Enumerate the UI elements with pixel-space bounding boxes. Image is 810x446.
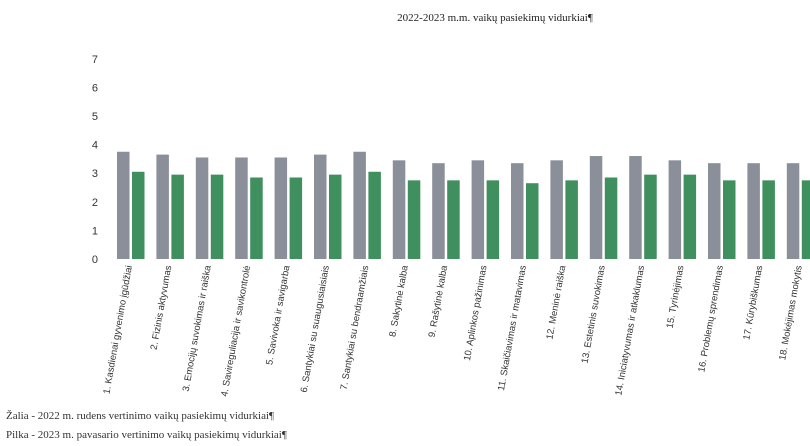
bar-gray xyxy=(156,154,169,259)
bar-green xyxy=(132,171,145,259)
x-category-label: 10. Aplinkos pažinimas xyxy=(462,264,490,361)
x-category-label: 16. Problemų sprendimas xyxy=(696,264,726,373)
bar-gray xyxy=(117,151,130,259)
bar-green xyxy=(329,174,342,259)
bar-gray xyxy=(668,160,682,259)
bar-green xyxy=(683,174,697,259)
bar-green xyxy=(447,180,460,259)
legend-note-gray: Pilka - 2023 m. pavasario vertinimo vaik… xyxy=(6,429,287,441)
bars xyxy=(117,151,810,259)
bar-gray xyxy=(786,163,800,259)
bar-green xyxy=(250,177,263,259)
bar-gray xyxy=(589,156,603,259)
y-tick-label: 0 xyxy=(92,254,98,266)
bar-gray xyxy=(629,156,642,259)
bar-gray xyxy=(353,151,366,259)
bar-green xyxy=(604,177,618,259)
x-category-label: 9. Rašytinė kalba xyxy=(427,264,451,338)
x-category-label: 4. Savireguliacija ir savikontrolė xyxy=(219,265,253,398)
bar-green xyxy=(723,180,736,259)
bar-green xyxy=(171,174,184,259)
bar-gray xyxy=(392,160,406,259)
bar-green xyxy=(486,180,500,259)
bar-green xyxy=(210,174,224,259)
x-category-label: 6. Santykiai su suaugusiaisiais xyxy=(299,264,332,393)
bar-gray xyxy=(274,157,288,259)
x-category-label: 18. Mokėjimas mokytis xyxy=(777,264,805,361)
bar-gray xyxy=(195,157,209,259)
y-tick-label: 5 xyxy=(92,111,98,123)
x-category-label: 15. Tyrinėjimas xyxy=(665,264,687,329)
x-category-label: 13. Estetinis suvokimas xyxy=(580,264,608,364)
chart-title: 2022-2023 m.m. vaikų pasiekimų vidurkiai… xyxy=(397,12,593,24)
x-category-label: 8. Sakytinė kalba xyxy=(387,264,411,338)
bar-green xyxy=(407,180,421,259)
legend-note-green: Žalia - 2022 m. rudens vertinimo vaikų p… xyxy=(6,410,275,422)
y-axis: 0 1 2 3 4 5 6 7 xyxy=(92,54,98,266)
x-category-label: 3. Emocijų suvokimas ir raiška xyxy=(181,264,214,392)
bar-green xyxy=(801,180,810,259)
y-tick-label: 1 xyxy=(92,225,98,237)
bar-gray xyxy=(708,163,721,259)
x-category-label: 11. Skaičiavimas ir matavimas xyxy=(496,264,529,391)
bar-gray xyxy=(432,163,445,259)
bar-gray xyxy=(314,154,327,259)
x-axis-labels: 1. Kasdienai gyvenimo įgūdžiai 2. Fizinis… xyxy=(101,264,804,398)
x-category-label: 1. Kasdienai gyvenimo įgūdžiai xyxy=(101,265,134,395)
x-category-label: 7. Santykiai su bendraamžiais xyxy=(339,264,372,390)
x-category-label: 14. Iniciatyvumas ir atkaklumas xyxy=(613,264,647,396)
y-tick-label: 4 xyxy=(92,140,98,152)
x-category-label: 12. Meninė raiška xyxy=(545,264,569,340)
y-tick-label: 7 xyxy=(92,54,98,66)
bar-gray xyxy=(511,163,524,259)
bar-green xyxy=(644,174,657,259)
y-tick-label: 6 xyxy=(92,82,98,94)
y-tick-label: 3 xyxy=(92,168,98,180)
bar-green xyxy=(368,171,381,259)
bar-green xyxy=(565,180,578,259)
x-category-label: 17. Kūrybiškumas xyxy=(741,264,765,341)
bar-gray xyxy=(235,157,248,259)
y-tick-label: 2 xyxy=(92,197,98,209)
bar-green xyxy=(762,180,775,259)
x-category-label: 2. Fizinis aktyvumas xyxy=(149,264,175,350)
bar-gray xyxy=(550,160,563,259)
bar-gray xyxy=(471,160,485,259)
bar-green xyxy=(526,183,539,259)
bar-green xyxy=(289,177,303,259)
x-category-label: 5. Savivoka ir savigarba xyxy=(264,264,292,366)
bar-gray xyxy=(747,163,760,259)
